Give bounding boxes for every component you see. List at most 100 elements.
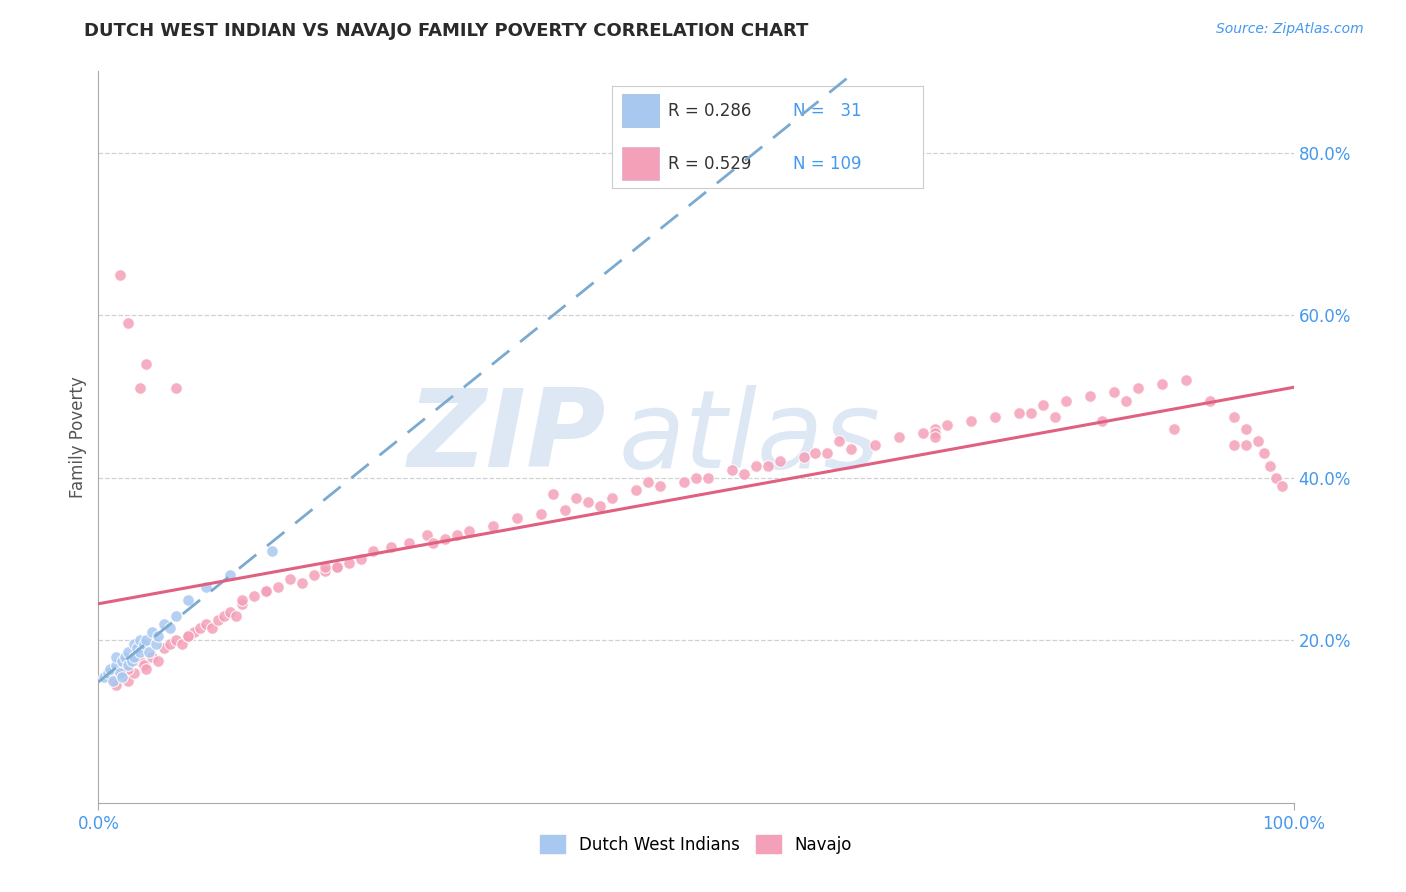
Point	[135, 357, 157, 371]
Point	[315, 560, 337, 574]
Point	[291, 576, 314, 591]
Point	[165, 381, 187, 395]
Point	[111, 665, 134, 680]
Point	[1163, 422, 1185, 436]
Point	[793, 450, 815, 465]
Point	[1043, 409, 1066, 424]
Point	[145, 637, 167, 651]
Point	[458, 524, 481, 538]
Point	[1008, 406, 1031, 420]
Point	[101, 673, 124, 688]
Text: ZIP: ZIP	[408, 384, 606, 490]
Point	[565, 491, 588, 505]
Point	[889, 430, 911, 444]
Point	[828, 434, 851, 449]
Point	[148, 629, 170, 643]
Point	[1247, 434, 1270, 449]
Point	[212, 608, 235, 623]
Point	[177, 629, 200, 643]
Point	[1223, 409, 1246, 424]
Point	[105, 657, 128, 672]
Point	[117, 657, 139, 672]
Point	[165, 608, 187, 623]
Point	[98, 670, 122, 684]
Point	[721, 462, 744, 476]
Point	[195, 581, 218, 595]
Point	[254, 584, 277, 599]
Point	[108, 268, 131, 282]
Point	[626, 483, 648, 497]
Point	[1175, 373, 1198, 387]
Point	[219, 605, 242, 619]
Point	[177, 592, 200, 607]
Point	[1234, 422, 1257, 436]
Point	[183, 625, 205, 640]
Point	[219, 568, 242, 582]
Point	[159, 637, 181, 651]
Point	[124, 649, 146, 664]
Point	[165, 633, 187, 648]
Point	[129, 654, 152, 668]
Point	[756, 458, 779, 473]
Point	[602, 491, 624, 505]
Point	[177, 629, 200, 643]
Point	[733, 467, 755, 481]
Point	[541, 487, 564, 501]
Point	[554, 503, 576, 517]
Point	[201, 621, 224, 635]
Point	[685, 471, 707, 485]
Point	[1056, 393, 1078, 408]
Point	[697, 471, 720, 485]
Point	[129, 381, 152, 395]
Point	[153, 617, 176, 632]
Point	[125, 641, 148, 656]
Point	[841, 442, 863, 457]
Point	[1234, 438, 1257, 452]
Text: Source: ZipAtlas.com: Source: ZipAtlas.com	[1216, 22, 1364, 37]
Point	[93, 670, 115, 684]
Point	[648, 479, 672, 493]
Point	[105, 649, 128, 664]
Point	[326, 560, 349, 574]
Point	[745, 458, 768, 473]
Point	[380, 540, 402, 554]
Point	[768, 454, 790, 468]
Legend: Dutch West Indians, Navajo: Dutch West Indians, Navajo	[533, 829, 859, 860]
Point	[924, 422, 946, 436]
Point	[111, 654, 134, 668]
Point	[446, 527, 468, 541]
Point	[141, 625, 163, 640]
Point	[243, 589, 266, 603]
Point	[984, 409, 1007, 424]
Point	[129, 645, 152, 659]
Point	[422, 535, 444, 549]
Point	[132, 637, 155, 651]
Point	[815, 446, 838, 460]
Point	[1271, 479, 1294, 493]
Point	[117, 662, 139, 676]
Point	[111, 670, 134, 684]
Point	[398, 535, 420, 549]
Point	[578, 495, 600, 509]
Point	[98, 662, 122, 676]
Y-axis label: Family Poverty: Family Poverty	[69, 376, 87, 498]
Point	[1104, 385, 1126, 400]
Point	[207, 613, 229, 627]
Point	[159, 621, 181, 635]
Point	[188, 621, 211, 635]
Point	[231, 597, 253, 611]
Point	[231, 592, 253, 607]
Point	[924, 425, 946, 440]
Point	[105, 678, 128, 692]
Point	[148, 654, 170, 668]
Point	[114, 649, 136, 664]
Point	[1199, 393, 1222, 408]
Text: atlas: atlas	[619, 384, 880, 490]
Point	[141, 649, 163, 664]
Point	[315, 564, 337, 578]
Point	[121, 654, 143, 668]
Point	[326, 560, 349, 574]
Point	[673, 475, 696, 489]
Point	[434, 532, 457, 546]
Point	[1091, 414, 1114, 428]
